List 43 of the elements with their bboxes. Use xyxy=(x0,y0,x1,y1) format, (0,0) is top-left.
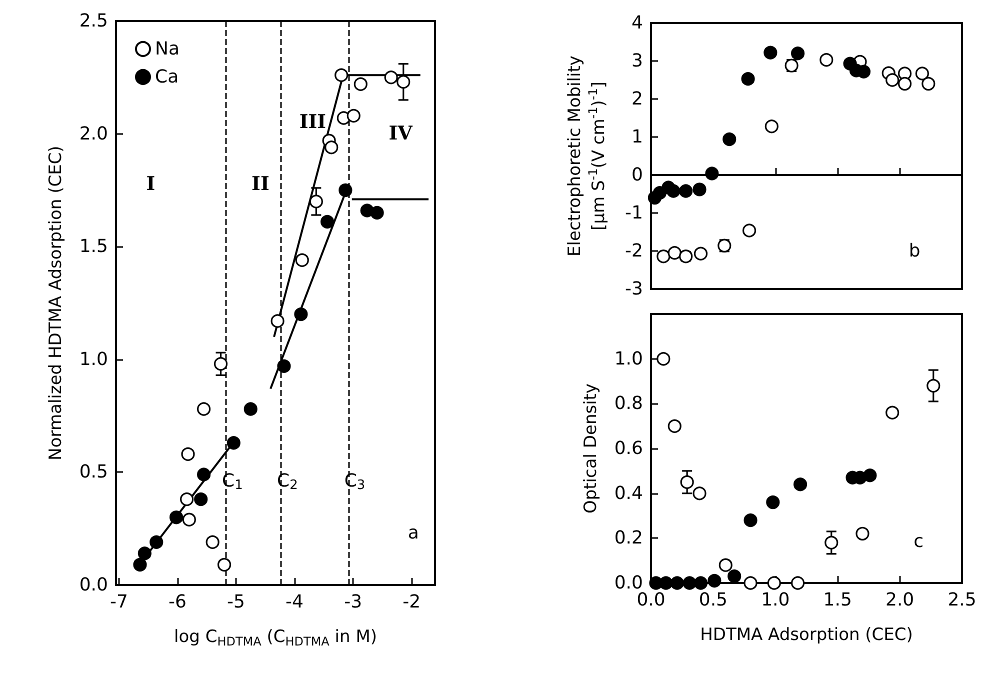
y-tick-label: 4 xyxy=(632,12,643,34)
annotation: I xyxy=(146,173,156,196)
y-tick-label: 0.5 xyxy=(79,462,108,483)
x-tick-label: 0.5 xyxy=(698,590,728,610)
y-tick-label: 0.0 xyxy=(614,572,643,594)
x-tick-label: 2.5 xyxy=(948,590,976,610)
x-tick-label: -5 xyxy=(227,592,245,612)
y-tick-label: 1.0 xyxy=(79,348,108,370)
y-tick-label: 0.4 xyxy=(614,482,643,504)
y-tick-label: 0.6 xyxy=(614,438,643,459)
annotation: c xyxy=(914,531,924,552)
legend-label: Na xyxy=(155,38,180,60)
annotation: IV xyxy=(388,122,414,144)
annotation: b xyxy=(908,240,920,262)
y-axis-title: Optical Density xyxy=(581,383,601,514)
y-tick-label: -2 xyxy=(625,240,643,262)
x-tick-label: -6 xyxy=(168,592,186,612)
x-tick-label: -7 xyxy=(110,592,128,612)
x-tick-label: 1.5 xyxy=(823,590,852,610)
y-tick-label: -1 xyxy=(625,202,643,224)
y-tick-label: 2 xyxy=(632,88,643,110)
legend-label: Ca xyxy=(155,66,179,88)
x-tick-label: -2 xyxy=(402,592,421,612)
y-tick-label: 0 xyxy=(632,164,643,186)
y-tick-label: 0.8 xyxy=(614,393,643,414)
x-tick-label: -3 xyxy=(344,592,362,612)
annotation: II xyxy=(252,173,270,196)
y-tick-label: 0.2 xyxy=(614,528,643,549)
y-axis-title: Normalized HDTMA Adsorption (CEC) xyxy=(46,146,66,460)
y-tick-label: 1.5 xyxy=(79,236,108,258)
x-tick-label: 1.0 xyxy=(761,590,790,610)
annotation: a xyxy=(408,522,419,544)
y-tick-label: 2.5 xyxy=(79,10,108,32)
y-tick-label: 0.0 xyxy=(79,574,108,596)
y-tick-label: 1.0 xyxy=(614,348,643,370)
y-tick-label: -3 xyxy=(625,278,643,300)
x-tick-label: 2.0 xyxy=(885,590,914,610)
annotation: III xyxy=(299,111,326,134)
x-tick-label: -4 xyxy=(286,592,304,612)
y-tick-label: 3 xyxy=(632,50,643,72)
y-tick-label: 1 xyxy=(632,126,643,148)
y-tick-label: 2.0 xyxy=(79,123,108,144)
x-axis-title: HDTMA Adsorption (CEC) xyxy=(700,625,913,645)
